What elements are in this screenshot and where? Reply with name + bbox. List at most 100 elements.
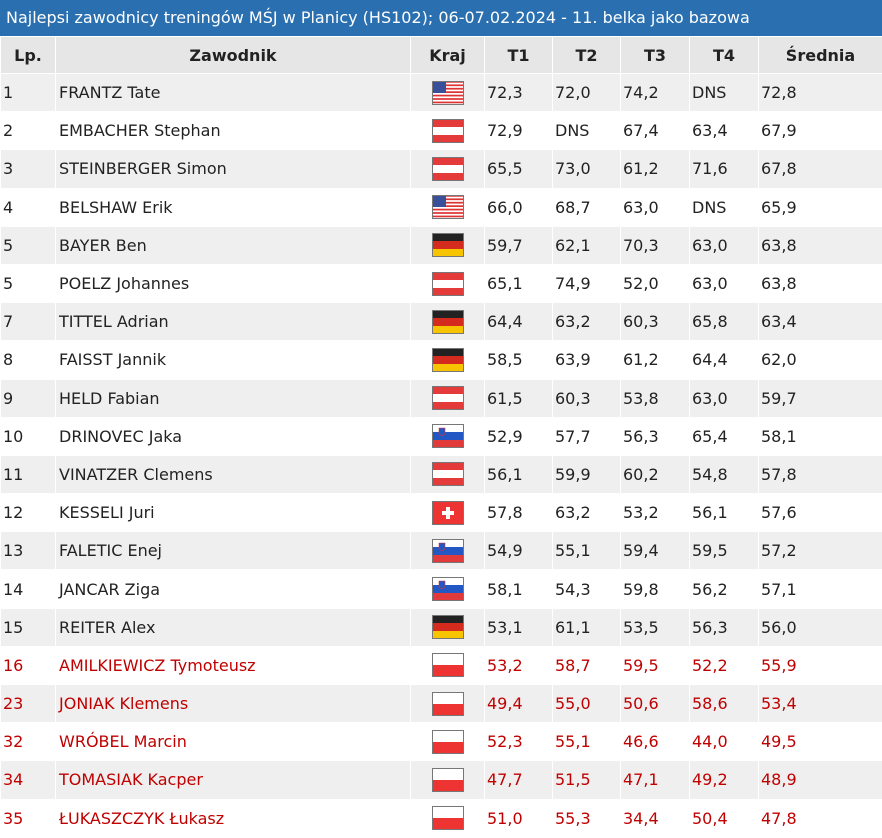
score: 49,4: [485, 685, 553, 723]
flag: [432, 81, 464, 105]
athlete-name: HELD Fabian: [56, 379, 411, 417]
score: 54,9: [485, 532, 553, 570]
score: DNS: [690, 188, 759, 226]
score: 58,7: [553, 646, 621, 684]
rank: 35: [1, 799, 56, 837]
score: 65,9: [759, 188, 882, 226]
score: 52,0: [621, 264, 690, 302]
athlete-name: JONIAK Klemens: [56, 685, 411, 723]
column-header: T4: [690, 37, 759, 74]
rank: 10: [1, 417, 56, 455]
score: 58,5: [485, 341, 553, 379]
score: 72,9: [485, 112, 553, 150]
country: [411, 723, 485, 761]
score: 53,5: [621, 608, 690, 646]
column-header: T3: [621, 37, 690, 74]
score: 62,0: [759, 341, 882, 379]
score: 65,4: [690, 417, 759, 455]
score: 57,2: [759, 532, 882, 570]
score: 56,0: [759, 608, 882, 646]
country: [411, 112, 485, 150]
score: 54,3: [553, 570, 621, 608]
score: 59,7: [485, 226, 553, 264]
athlete-name: ŁUKASZCZYK Łukasz: [56, 799, 411, 837]
score: 64,4: [485, 303, 553, 341]
score: 63,2: [553, 494, 621, 532]
country: [411, 264, 485, 302]
score: 67,8: [759, 150, 882, 188]
country: [411, 303, 485, 341]
athlete-name: VINATZER Clemens: [56, 455, 411, 493]
score: 47,7: [485, 761, 553, 799]
flag: [432, 730, 464, 754]
rank: 34: [1, 761, 56, 799]
score: 73,0: [553, 150, 621, 188]
score: 71,6: [690, 150, 759, 188]
rank: 9: [1, 379, 56, 417]
score: 56,2: [690, 570, 759, 608]
rank: 3: [1, 150, 56, 188]
score: 51,5: [553, 761, 621, 799]
score: 55,0: [553, 685, 621, 723]
rank: 14: [1, 570, 56, 608]
score: 74,2: [621, 74, 690, 112]
score: 59,5: [621, 646, 690, 684]
flag: [432, 539, 464, 563]
athlete-name: JANCAR Ziga: [56, 570, 411, 608]
score: 63,8: [759, 226, 882, 264]
country: [411, 761, 485, 799]
rank: 16: [1, 646, 56, 684]
rank: 1: [1, 74, 56, 112]
flag: [432, 615, 464, 639]
flag: [432, 462, 464, 486]
flag: [432, 501, 464, 525]
athlete-name: POELZ Johannes: [56, 264, 411, 302]
country: [411, 417, 485, 455]
score: 55,3: [553, 799, 621, 837]
score: 63,4: [690, 112, 759, 150]
score: 53,8: [621, 379, 690, 417]
score: 57,6: [759, 494, 882, 532]
score: 57,1: [759, 570, 882, 608]
country: [411, 608, 485, 646]
athlete-name: WRÓBEL Marcin: [56, 723, 411, 761]
country: [411, 494, 485, 532]
country: [411, 341, 485, 379]
score: 66,0: [485, 188, 553, 226]
athlete-name: TOMASIAK Kacper: [56, 761, 411, 799]
country: [411, 532, 485, 570]
column-header: Zawodnik: [56, 37, 411, 74]
country: [411, 570, 485, 608]
score: 63,9: [553, 341, 621, 379]
score: 61,2: [621, 341, 690, 379]
country: [411, 150, 485, 188]
score: 53,4: [759, 685, 882, 723]
column-header: T1: [485, 37, 553, 74]
rank: 2: [1, 112, 56, 150]
flag: [432, 806, 464, 830]
score: DNS: [553, 112, 621, 150]
country: [411, 226, 485, 264]
score: 55,9: [759, 646, 882, 684]
score: 55,1: [553, 723, 621, 761]
score: 50,4: [690, 799, 759, 837]
score: 57,7: [553, 417, 621, 455]
score: 59,9: [553, 455, 621, 493]
rank: 8: [1, 341, 56, 379]
score: DNS: [690, 74, 759, 112]
score: 56,3: [690, 608, 759, 646]
score: 34,4: [621, 799, 690, 837]
score: 68,7: [553, 188, 621, 226]
score: 47,1: [621, 761, 690, 799]
score: 65,8: [690, 303, 759, 341]
score: 63,0: [690, 226, 759, 264]
score: 57,8: [485, 494, 553, 532]
